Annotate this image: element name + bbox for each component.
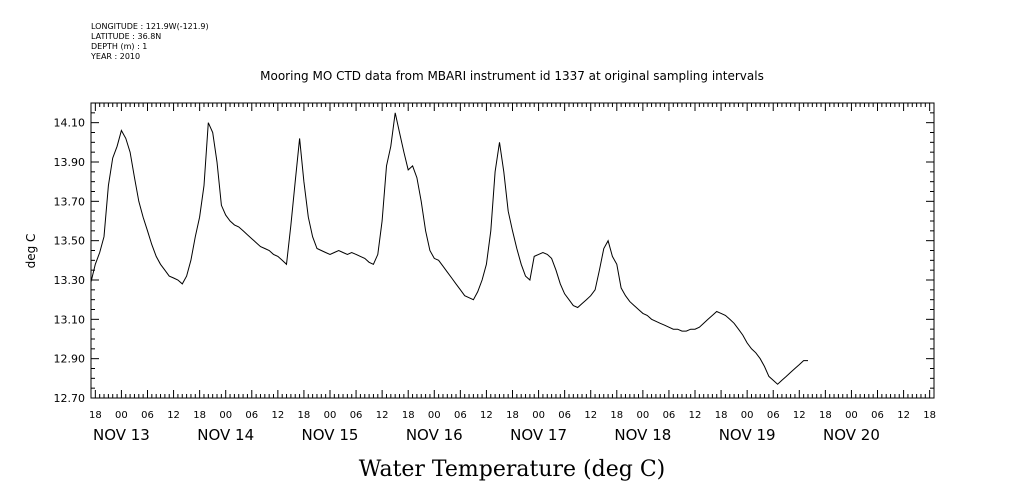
meta-depth: DEPTH (m) : 1 bbox=[91, 42, 148, 51]
y-tick-label: 13.30 bbox=[54, 274, 86, 287]
x-tick-label: 00 bbox=[532, 410, 545, 421]
y-tick-label: 13.90 bbox=[54, 156, 86, 169]
plot-frame bbox=[90, 102, 935, 399]
x-tick-label: 06 bbox=[663, 410, 676, 421]
x-tick-label: 06 bbox=[350, 410, 363, 421]
x-tick-label: 06 bbox=[558, 410, 571, 421]
x-tick-label: 06 bbox=[454, 410, 467, 421]
x-tick-label: 12 bbox=[689, 410, 702, 421]
series-line bbox=[90, 112, 808, 385]
y-axis-label: deg C bbox=[24, 234, 38, 269]
x-date-label: NOV 16 bbox=[406, 426, 463, 444]
y-tick-label: 12.90 bbox=[54, 353, 86, 366]
x-tick-label: 06 bbox=[141, 410, 154, 421]
x-tick-label: 06 bbox=[245, 410, 258, 421]
x-tick-label: 00 bbox=[636, 410, 649, 421]
x-date-label: NOV 13 bbox=[93, 426, 150, 444]
x-tick-label: 00 bbox=[219, 410, 232, 421]
x-tick-label: 18 bbox=[506, 410, 519, 421]
meta-longitude: LONGITUDE : 121.9W(-121.9) bbox=[91, 22, 209, 31]
x-axis-label: Water Temperature (deg C) bbox=[359, 457, 666, 482]
x-tick-label: 12 bbox=[376, 410, 389, 421]
x-date-label: NOV 15 bbox=[302, 426, 359, 444]
x-tick-label: 12 bbox=[271, 410, 284, 421]
x-tick-label: 12 bbox=[897, 410, 910, 421]
x-tick-label: 18 bbox=[89, 410, 102, 421]
x-tick-label: 12 bbox=[167, 410, 180, 421]
meta-year: YEAR : 2010 bbox=[91, 52, 141, 61]
x-tick-label: 12 bbox=[584, 410, 597, 421]
x-tick-labels: 18 00 06 12 18 00 06 12 18 00 06 12 18 00 06 12 18 00 06 12… bbox=[89, 410, 936, 421]
x-tick-label: 00 bbox=[741, 410, 754, 421]
x-tick-label: 00 bbox=[428, 410, 441, 421]
x-tick-label: 18 bbox=[193, 410, 206, 421]
x-tick-label: 18 bbox=[610, 410, 623, 421]
x-date-label: NOV 17 bbox=[510, 426, 567, 444]
x-tick-label: 00 bbox=[845, 410, 858, 421]
x-tick-label: 00 bbox=[115, 410, 128, 421]
y-tick-label: 12.70 bbox=[54, 392, 86, 405]
x-tick-label: 18 bbox=[923, 410, 936, 421]
x-tick-label: 18 bbox=[715, 410, 728, 421]
x-tick-label: 12 bbox=[480, 410, 493, 421]
y-tick-label: 13.70 bbox=[54, 195, 86, 208]
axis-ticks bbox=[90, 102, 935, 399]
x-date-labels: NOV 13 NOV 14 NOV 15 NOV 16 NOV 17 NOV 18 NOV … bbox=[93, 426, 880, 444]
x-tick-label: 00 bbox=[324, 410, 337, 421]
y-tick-label: 14.10 bbox=[54, 117, 86, 130]
y-tick-label: 13.50 bbox=[54, 235, 86, 248]
y-tick-label: 13.10 bbox=[54, 313, 86, 326]
chart-title: Mooring MO CTD data from MBARI instrumen… bbox=[260, 69, 764, 83]
y-tick-labels: 12.70 12.90 13.10 13.30 13.50 13.70 13.90 14.10 bbox=[54, 117, 86, 405]
x-tick-label: 06 bbox=[767, 410, 780, 421]
x-date-label: NOV 14 bbox=[197, 426, 254, 444]
x-tick-label: 18 bbox=[298, 410, 311, 421]
x-tick-label: 18 bbox=[819, 410, 832, 421]
x-date-label: NOV 19 bbox=[719, 426, 776, 444]
meta-latitude: LATITUDE : 36.8N bbox=[91, 32, 162, 41]
x-tick-label: 06 bbox=[871, 410, 884, 421]
x-tick-label: 12 bbox=[793, 410, 806, 421]
x-date-label: NOV 18 bbox=[614, 426, 671, 444]
x-tick-label: 18 bbox=[402, 410, 415, 421]
x-date-label: NOV 20 bbox=[823, 426, 880, 444]
